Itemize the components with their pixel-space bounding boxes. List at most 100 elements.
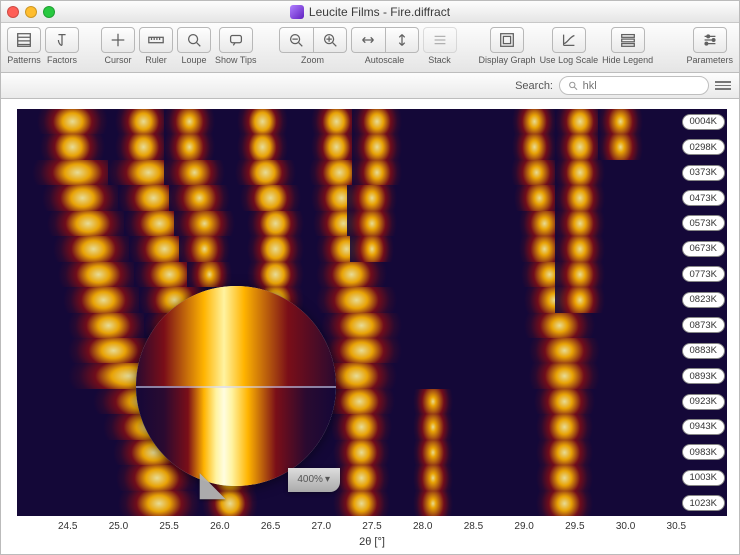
legend-label: Hide Legend	[602, 55, 653, 65]
diffraction-peak	[536, 440, 593, 465]
heatmap-row	[17, 211, 727, 236]
heatmap-row	[17, 414, 727, 439]
x-axis-label: 2θ [°]	[17, 536, 727, 548]
x-axis: 2θ [°] 24.525.025.526.026.527.027.528.02…	[17, 516, 727, 550]
diffraction-peak	[350, 236, 395, 261]
row-badge[interactable]: 0943K	[682, 419, 725, 435]
diffraction-peak	[536, 491, 593, 516]
row-badge[interactable]: 0573K	[682, 215, 725, 231]
diffraction-peak	[237, 109, 288, 134]
diffraction-peak	[347, 211, 398, 236]
parameters-button[interactable]	[693, 27, 727, 53]
diffraction-peak	[413, 491, 454, 516]
row-badge[interactable]: 1003K	[682, 470, 725, 486]
diffraction-peak	[247, 262, 304, 287]
loupe-magnifier[interactable]	[136, 286, 336, 486]
autoscale-y-button[interactable]	[385, 27, 419, 53]
app-window: Leucite Films - Fire.diffract Patterns F…	[0, 0, 740, 555]
diffraction-peak	[598, 109, 643, 134]
diffraction-peak	[42, 185, 123, 210]
loupe-button[interactable]	[177, 27, 211, 53]
zoom-out-button[interactable]	[279, 27, 313, 53]
row-badge[interactable]: 0893K	[682, 368, 725, 384]
row-badge[interactable]: 0883K	[682, 343, 725, 359]
ruler-button[interactable]	[139, 27, 173, 53]
cursor-label: Cursor	[104, 55, 131, 65]
diffraction-peak	[555, 262, 606, 287]
diffraction-peak	[164, 134, 215, 159]
row-badge[interactable]: 0773K	[682, 266, 725, 282]
row-badge[interactable]: 0873K	[682, 317, 725, 333]
display-graph-button[interactable]	[490, 27, 524, 53]
zoom-in-button[interactable]	[313, 27, 347, 53]
diffraction-peak	[47, 211, 128, 236]
diffraction-peak	[352, 160, 403, 185]
row-badge[interactable]: 0673K	[682, 241, 725, 257]
diffraction-peak	[40, 134, 105, 159]
plot-container: 0004K 0298K 0373K 0473K 0573K 0673K 0773K 0823K…	[1, 99, 739, 554]
patterns-button[interactable]	[7, 27, 41, 53]
diffraction-peak	[333, 440, 390, 465]
heatmap-row	[17, 236, 727, 261]
heatmap-row	[17, 262, 727, 287]
display-label: Display Graph	[479, 55, 536, 65]
x-tick-label: 29.0	[514, 521, 533, 532]
diffraction-peak	[164, 160, 225, 185]
diffraction-peak	[247, 211, 304, 236]
row-badge[interactable]: 1023K	[682, 495, 725, 511]
factors-label: Factors	[47, 55, 77, 65]
heatmap-plot[interactable]: 0004K 0298K 0373K 0473K 0573K 0673K 0773K 0823K…	[17, 109, 727, 516]
x-tick-label: 26.5	[261, 521, 280, 532]
diffraction-peak	[536, 414, 593, 439]
params-label: Parameters	[686, 55, 733, 65]
diffraction-peak	[169, 185, 230, 210]
loupe-pointer-icon: ◣	[200, 464, 226, 504]
x-tick-label: 27.5	[362, 521, 381, 532]
stack-button[interactable]	[423, 27, 457, 53]
diffraction-peak	[555, 185, 606, 210]
heatmap-row	[17, 440, 727, 465]
diffraction-peak	[413, 389, 454, 414]
titlebar[interactable]: Leucite Films - Fire.diffract	[1, 1, 739, 23]
x-tick-label: 25.0	[109, 521, 128, 532]
showtips-button[interactable]	[219, 27, 253, 53]
search-field[interactable]	[559, 76, 709, 95]
diffraction-peak	[555, 236, 606, 261]
diffraction-peak	[347, 185, 398, 210]
log-scale-button[interactable]	[552, 27, 586, 53]
diffraction-peak	[247, 236, 304, 261]
x-tick-label: 28.0	[413, 521, 432, 532]
x-tick-label: 28.5	[464, 521, 483, 532]
heatmap-row	[17, 185, 727, 210]
diffraction-peak	[237, 134, 288, 159]
search-input[interactable]	[583, 80, 700, 92]
diffraction-peak	[187, 262, 232, 287]
diffraction-peak	[333, 491, 390, 516]
cursor-button[interactable]	[101, 27, 135, 53]
row-badge[interactable]: 0823K	[682, 292, 725, 308]
row-badge[interactable]: 0473K	[682, 190, 725, 206]
diffraction-peak	[331, 414, 392, 439]
diffraction-peak	[164, 109, 215, 134]
window-title: Leucite Films - Fire.diffract	[1, 5, 739, 19]
patterns-label: Patterns	[7, 55, 41, 65]
diffraction-peak	[352, 109, 403, 134]
diffraction-peak	[512, 109, 557, 134]
hide-legend-button[interactable]	[611, 27, 645, 53]
diffraction-peak	[333, 465, 390, 490]
row-badge[interactable]: 0983K	[682, 444, 725, 460]
row-badge[interactable]: 0004K	[682, 114, 725, 130]
diffraction-peak	[555, 287, 606, 312]
heatmap-row	[17, 465, 727, 490]
document-proxy-icon[interactable]	[290, 5, 304, 19]
diffraction-peak	[598, 134, 643, 159]
row-badge[interactable]: 0298K	[682, 139, 725, 155]
factors-button[interactable]	[45, 27, 79, 53]
heatmap-row	[17, 389, 727, 414]
window-title-text: Leucite Films - Fire.diffract	[309, 5, 450, 19]
loupe-zoom-badge[interactable]: 400%▾	[288, 468, 340, 492]
autoscale-x-button[interactable]	[351, 27, 385, 53]
row-badge[interactable]: 0923K	[682, 394, 725, 410]
view-menu-icon[interactable]	[715, 81, 731, 90]
row-badge[interactable]: 0373K	[682, 165, 725, 181]
